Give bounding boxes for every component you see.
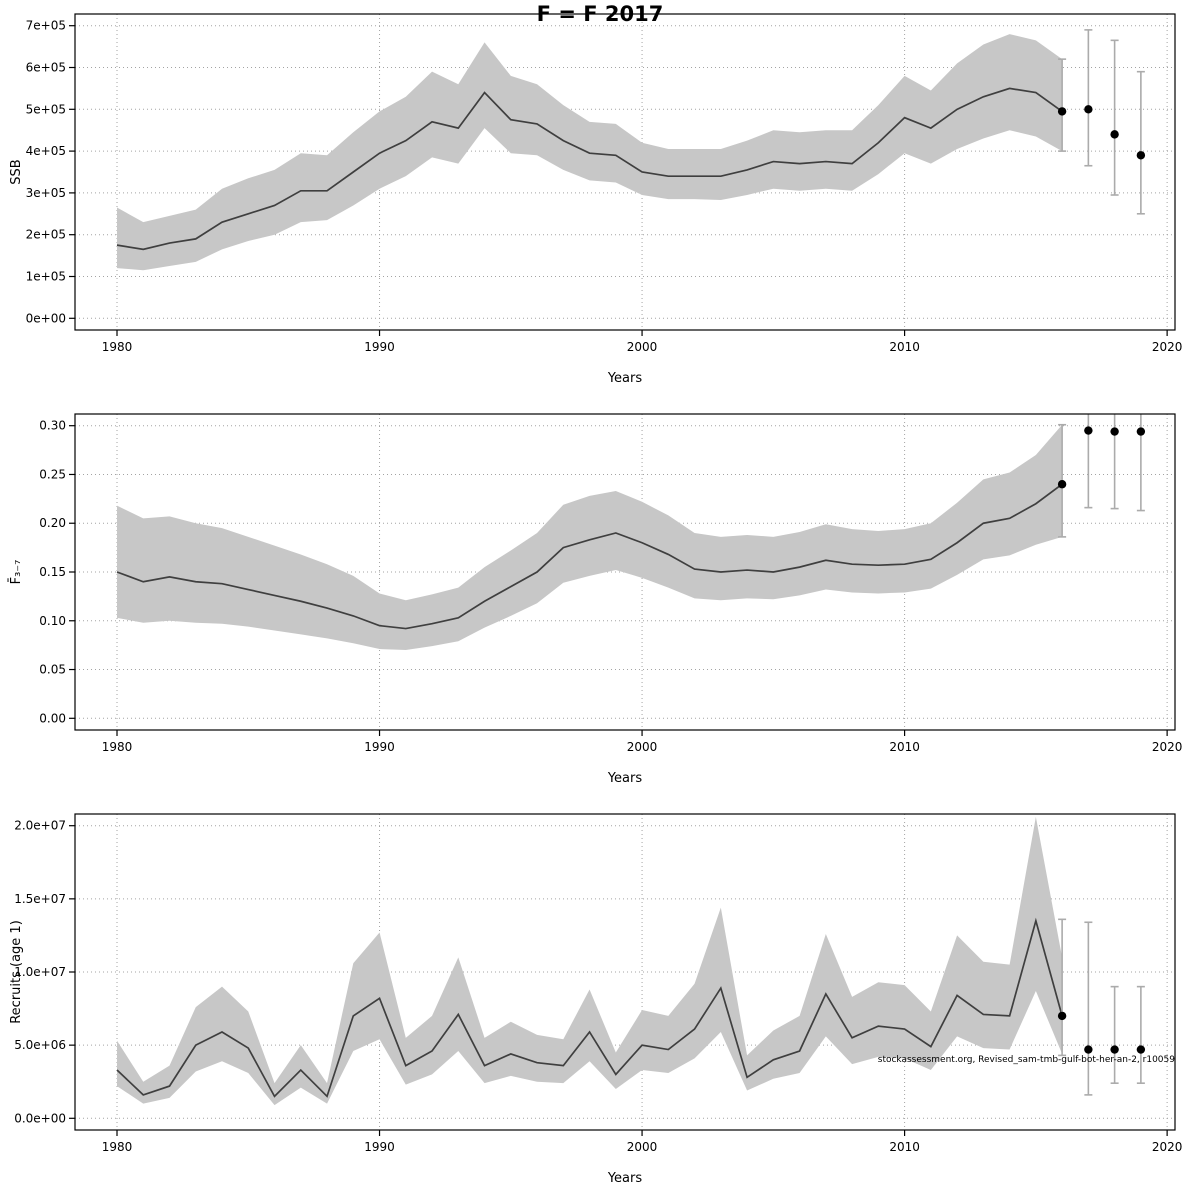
svg-text:2000: 2000	[627, 740, 658, 754]
svg-text:1990: 1990	[364, 740, 395, 754]
svg-text:7e+05: 7e+05	[26, 19, 66, 33]
svg-text:Years: Years	[607, 1171, 643, 1186]
recruits-chart: stockassessment.org, Revised_sam-tmb-gul…	[9, 813, 1183, 1186]
fbar-panel: 1980 1990 2000 2010 2020 0.00 0.05 0.10 0.15 0.20…	[0, 400, 1200, 800]
ssb-panel: 1980 1990 2000 2010 2020 0e+00 1e+05 2e+05 3e+05…	[0, 0, 1200, 400]
svg-text:0e+00: 0e+00	[26, 311, 66, 325]
svg-text:Years: Years	[607, 771, 643, 786]
svg-text:0.20: 0.20	[39, 516, 66, 530]
svg-text:0.05: 0.05	[39, 663, 66, 677]
svg-text:2010: 2010	[889, 340, 920, 354]
svg-text:2000: 2000	[627, 1140, 658, 1154]
svg-text:2000: 2000	[627, 340, 658, 354]
svg-text:0.00: 0.00	[39, 711, 66, 725]
svg-text:0.10: 0.10	[39, 614, 66, 628]
svg-text:1e+05: 1e+05	[26, 269, 66, 283]
svg-text:0.0e+00: 0.0e+00	[14, 1111, 66, 1125]
svg-text:2010: 2010	[889, 740, 920, 754]
recruits-panel: stockassessment.org, Revised_sam-tmb-gul…	[0, 800, 1200, 1200]
svg-text:stockassessment.org, Revised_s: stockassessment.org, Revised_sam-tmb-gul…	[878, 1055, 1176, 1065]
svg-text:3e+05: 3e+05	[26, 186, 66, 200]
svg-text:2020: 2020	[1152, 740, 1183, 754]
svg-text:2010: 2010	[889, 1140, 920, 1154]
svg-text:Years: Years	[607, 371, 643, 386]
ssb-chart: 1980 1990 2000 2010 2020 0e+00 1e+05 2e+05 3e+05…	[9, 13, 1183, 386]
svg-text:5e+05: 5e+05	[26, 102, 66, 116]
fbar-chart: 1980 1990 2000 2010 2020 0.00 0.05 0.10 0.15 0.20…	[9, 413, 1183, 786]
svg-text:0.15: 0.15	[39, 565, 66, 579]
svg-text:0.30: 0.30	[39, 419, 66, 433]
svg-text:5.0e+06: 5.0e+06	[14, 1038, 66, 1052]
svg-text:4e+05: 4e+05	[26, 144, 66, 158]
svg-text:2.0e+07: 2.0e+07	[14, 819, 66, 833]
svg-text:2020: 2020	[1152, 1140, 1183, 1154]
svg-text:SSB: SSB	[9, 159, 24, 184]
svg-text:F̄₃₋₇: F̄₃₋₇	[9, 560, 24, 585]
svg-text:6e+05: 6e+05	[26, 61, 66, 75]
svg-text:1.0e+07: 1.0e+07	[14, 965, 66, 979]
svg-text:1990: 1990	[364, 1140, 395, 1154]
svg-text:2020: 2020	[1152, 340, 1183, 354]
svg-text:1.5e+07: 1.5e+07	[14, 892, 66, 906]
svg-text:0.25: 0.25	[39, 467, 66, 481]
svg-text:1980: 1980	[102, 340, 133, 354]
svg-text:1990: 1990	[364, 340, 395, 354]
svg-text:1980: 1980	[102, 1140, 133, 1154]
svg-text:2e+05: 2e+05	[26, 228, 66, 242]
svg-text:1980: 1980	[102, 740, 133, 754]
svg-text:Recruits (age 1): Recruits (age 1)	[9, 920, 24, 1024]
